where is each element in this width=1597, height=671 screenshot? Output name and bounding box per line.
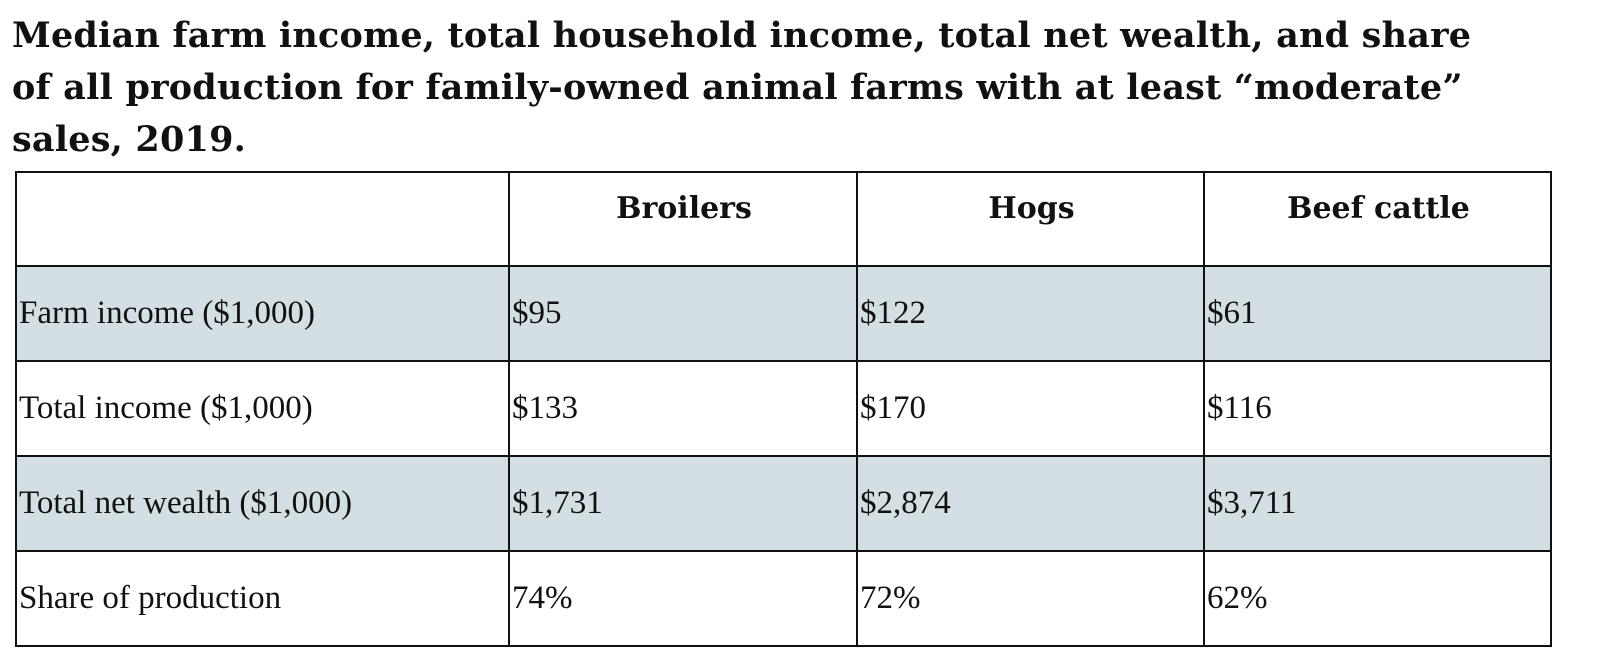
row-label: Share of production: [15, 550, 510, 647]
row-label: Total net wealth ($1,000): [15, 455, 510, 552]
header-cell-empty: [15, 171, 510, 267]
table-cell: $116: [1203, 360, 1552, 457]
table-row: Total net wealth ($1,000) $1,731 $2,874 …: [15, 455, 1552, 552]
table-cell: 72%: [856, 550, 1205, 647]
row-label: Farm income ($1,000): [15, 265, 510, 362]
table-cell: $1,731: [508, 455, 858, 552]
header-cell-hogs: Hogs: [856, 171, 1205, 267]
row-label: Total income ($1,000): [15, 360, 510, 457]
table-cell: $3,711: [1203, 455, 1552, 552]
data-table: Broilers Hogs Beef cattle Farm income ($…: [15, 171, 1552, 647]
table-cell: 74%: [508, 550, 858, 647]
table-title: Median farm income, total household inco…: [12, 15, 1472, 160]
table-row: Share of production 74% 72% 62%: [15, 550, 1552, 647]
header-cell-broilers: Broilers: [508, 171, 858, 267]
table-row: Farm income ($1,000) $95 $122 $61: [15, 265, 1552, 362]
table-cell: $2,874: [856, 455, 1205, 552]
table-cell: 62%: [1203, 550, 1552, 647]
header-cell-beef-cattle: Beef cattle: [1203, 171, 1552, 267]
table-cell: $170: [856, 360, 1205, 457]
table-row: Total income ($1,000) $133 $170 $116: [15, 360, 1552, 457]
table-cell: $95: [508, 265, 858, 362]
table-cell: $61: [1203, 265, 1552, 362]
header-row: Broilers Hogs Beef cattle: [15, 171, 1552, 267]
table-cell: $133: [508, 360, 858, 457]
table-cell: $122: [856, 265, 1205, 362]
